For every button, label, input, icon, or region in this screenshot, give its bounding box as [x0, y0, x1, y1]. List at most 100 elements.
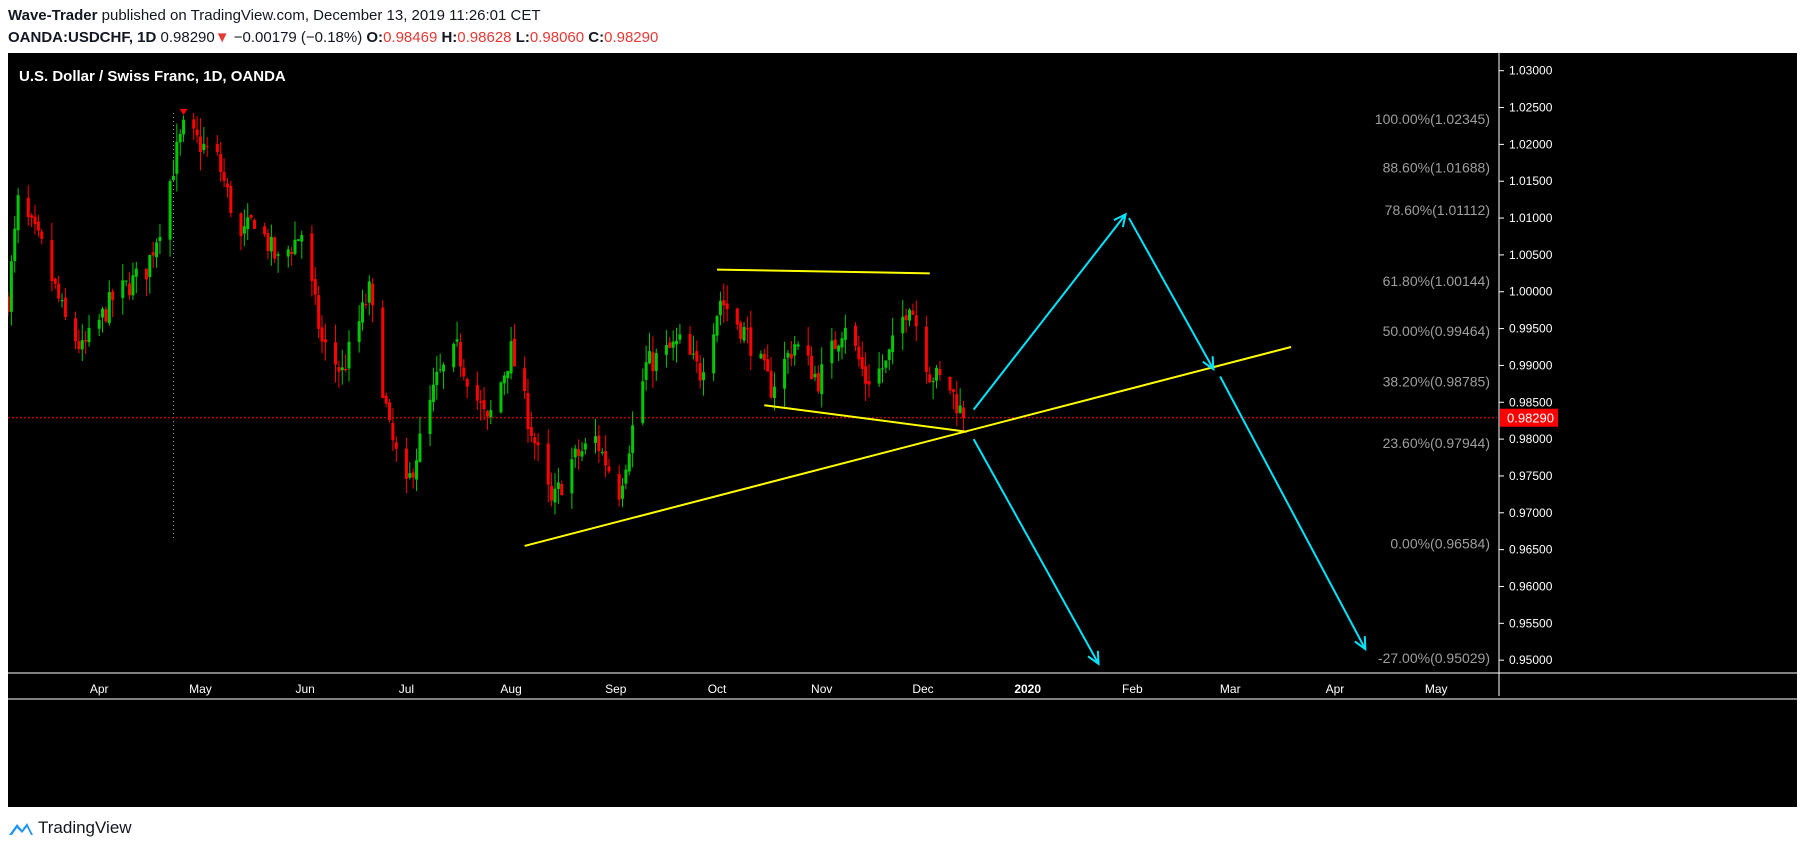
candle-body: [296, 239, 300, 241]
candle-body: [101, 308, 105, 318]
time-tick-label: Aug: [500, 682, 521, 696]
fib-level-label: 0.00%(0.96584): [1390, 535, 1490, 551]
candle-body: [607, 466, 611, 472]
candle-body: [793, 344, 797, 356]
trendline: [717, 268, 930, 275]
candle-body: [627, 453, 631, 472]
candle-body: [617, 474, 621, 500]
candle-body: [337, 367, 341, 372]
open-value: 0.98469: [383, 29, 438, 46]
candle-body: [16, 195, 20, 231]
candle-body: [381, 307, 385, 398]
tradingview-logo-text: TradingView: [38, 818, 132, 837]
tradingview-logo[interactable]: TradingView: [8, 818, 132, 838]
candle-body: [195, 129, 199, 136]
candle-body: [580, 451, 584, 457]
candle-body: [74, 318, 78, 342]
candle-body: [300, 235, 304, 242]
candle-body: [853, 325, 857, 347]
fib-level-label: -27.00%(0.95029): [1378, 650, 1490, 666]
candle-body: [678, 334, 682, 340]
candle-body: [317, 295, 321, 329]
candle-body: [219, 154, 223, 173]
candle-body: [411, 472, 415, 478]
candle-body: [202, 143, 206, 150]
price-tick-label: 1.01500: [1509, 174, 1553, 188]
price-tick-label: 0.95500: [1509, 616, 1553, 630]
candle-body: [526, 392, 530, 430]
candle-body: [891, 335, 895, 353]
candle-body: [313, 279, 317, 295]
candle-body: [762, 353, 766, 361]
candle-body: [735, 308, 739, 325]
last-price: 0.98290: [160, 29, 215, 46]
high-label: H:: [441, 29, 458, 46]
candle-body: [830, 340, 834, 364]
tradingview-logo-icon: [9, 823, 33, 835]
candle-body: [908, 309, 912, 321]
candle-body: [290, 251, 294, 254]
candle-body: [864, 366, 868, 384]
candle-body: [482, 400, 486, 410]
candle-body: [698, 363, 702, 381]
projection-arrow: [972, 438, 1100, 665]
candle-body: [772, 386, 776, 399]
candle-body: [840, 338, 844, 348]
price-tick-label: 0.99500: [1509, 322, 1553, 336]
author-name[interactable]: Wave-Trader: [8, 7, 98, 24]
candle-body: [880, 368, 884, 370]
candle-body: [725, 303, 729, 310]
price-tick-label: 0.96500: [1509, 543, 1553, 557]
candle-body: [394, 442, 398, 449]
candle-body: [529, 426, 533, 437]
candle-body: [276, 254, 280, 256]
candle-body: [455, 339, 459, 342]
fib-level-label: 50.00%(0.99464): [1383, 323, 1490, 339]
candle-body: [60, 300, 64, 302]
candle-body: [938, 369, 942, 375]
candle-body: [475, 384, 479, 401]
candle-body: [26, 197, 30, 218]
candle-body: [171, 175, 175, 181]
candle-body: [631, 425, 635, 454]
candle-body: [570, 459, 574, 494]
fib-level-label: 23.60%(0.97944): [1383, 435, 1490, 451]
low-value: 0.98060: [529, 29, 585, 46]
candle-body: [884, 360, 888, 368]
candle-body: [928, 374, 932, 383]
candle-body: [536, 442, 540, 446]
fib-level-label: 78.60%(1.01112): [1385, 202, 1490, 218]
candle-body: [33, 216, 37, 224]
candle-body: [144, 268, 148, 280]
candle-body: [408, 473, 412, 478]
candle-body: [593, 436, 597, 444]
price-chart[interactable]: 1.03000 1.02500 1.02000 1.01500 1.01000 1.005…: [8, 53, 1797, 807]
candle-body: [418, 433, 422, 462]
candle-body: [914, 315, 918, 327]
candle-body: [604, 451, 608, 466]
time-tick-label: May: [1425, 682, 1448, 696]
candle-body: [266, 233, 270, 251]
candle-body: [688, 334, 692, 355]
candle-body: [664, 345, 668, 355]
price-tick-label: 0.98000: [1509, 432, 1553, 446]
price-tick-label: 0.99000: [1509, 358, 1553, 372]
chart-area[interactable]: 1.03000 1.02500 1.02000 1.01500 1.01000 1.005…: [8, 53, 1797, 807]
candle-body: [458, 342, 462, 367]
time-tick-label: Jul: [399, 682, 414, 696]
candle-body: [506, 370, 510, 379]
candle-body: [462, 367, 466, 377]
candle-body: [955, 394, 959, 414]
candle-body: [388, 402, 392, 421]
price-tick-label: 1.02500: [1509, 101, 1553, 115]
candle-body: [182, 119, 186, 135]
candle-body: [435, 371, 439, 386]
price-tick-label: 0.97500: [1509, 469, 1553, 483]
price-tick-label: 1.03000: [1509, 64, 1553, 78]
candle-body: [951, 389, 955, 392]
candle-body: [428, 399, 432, 435]
candle-body: [583, 443, 587, 450]
candle-body: [931, 381, 935, 383]
candle-body: [431, 384, 435, 403]
projection-arrow-head: [1113, 212, 1128, 228]
